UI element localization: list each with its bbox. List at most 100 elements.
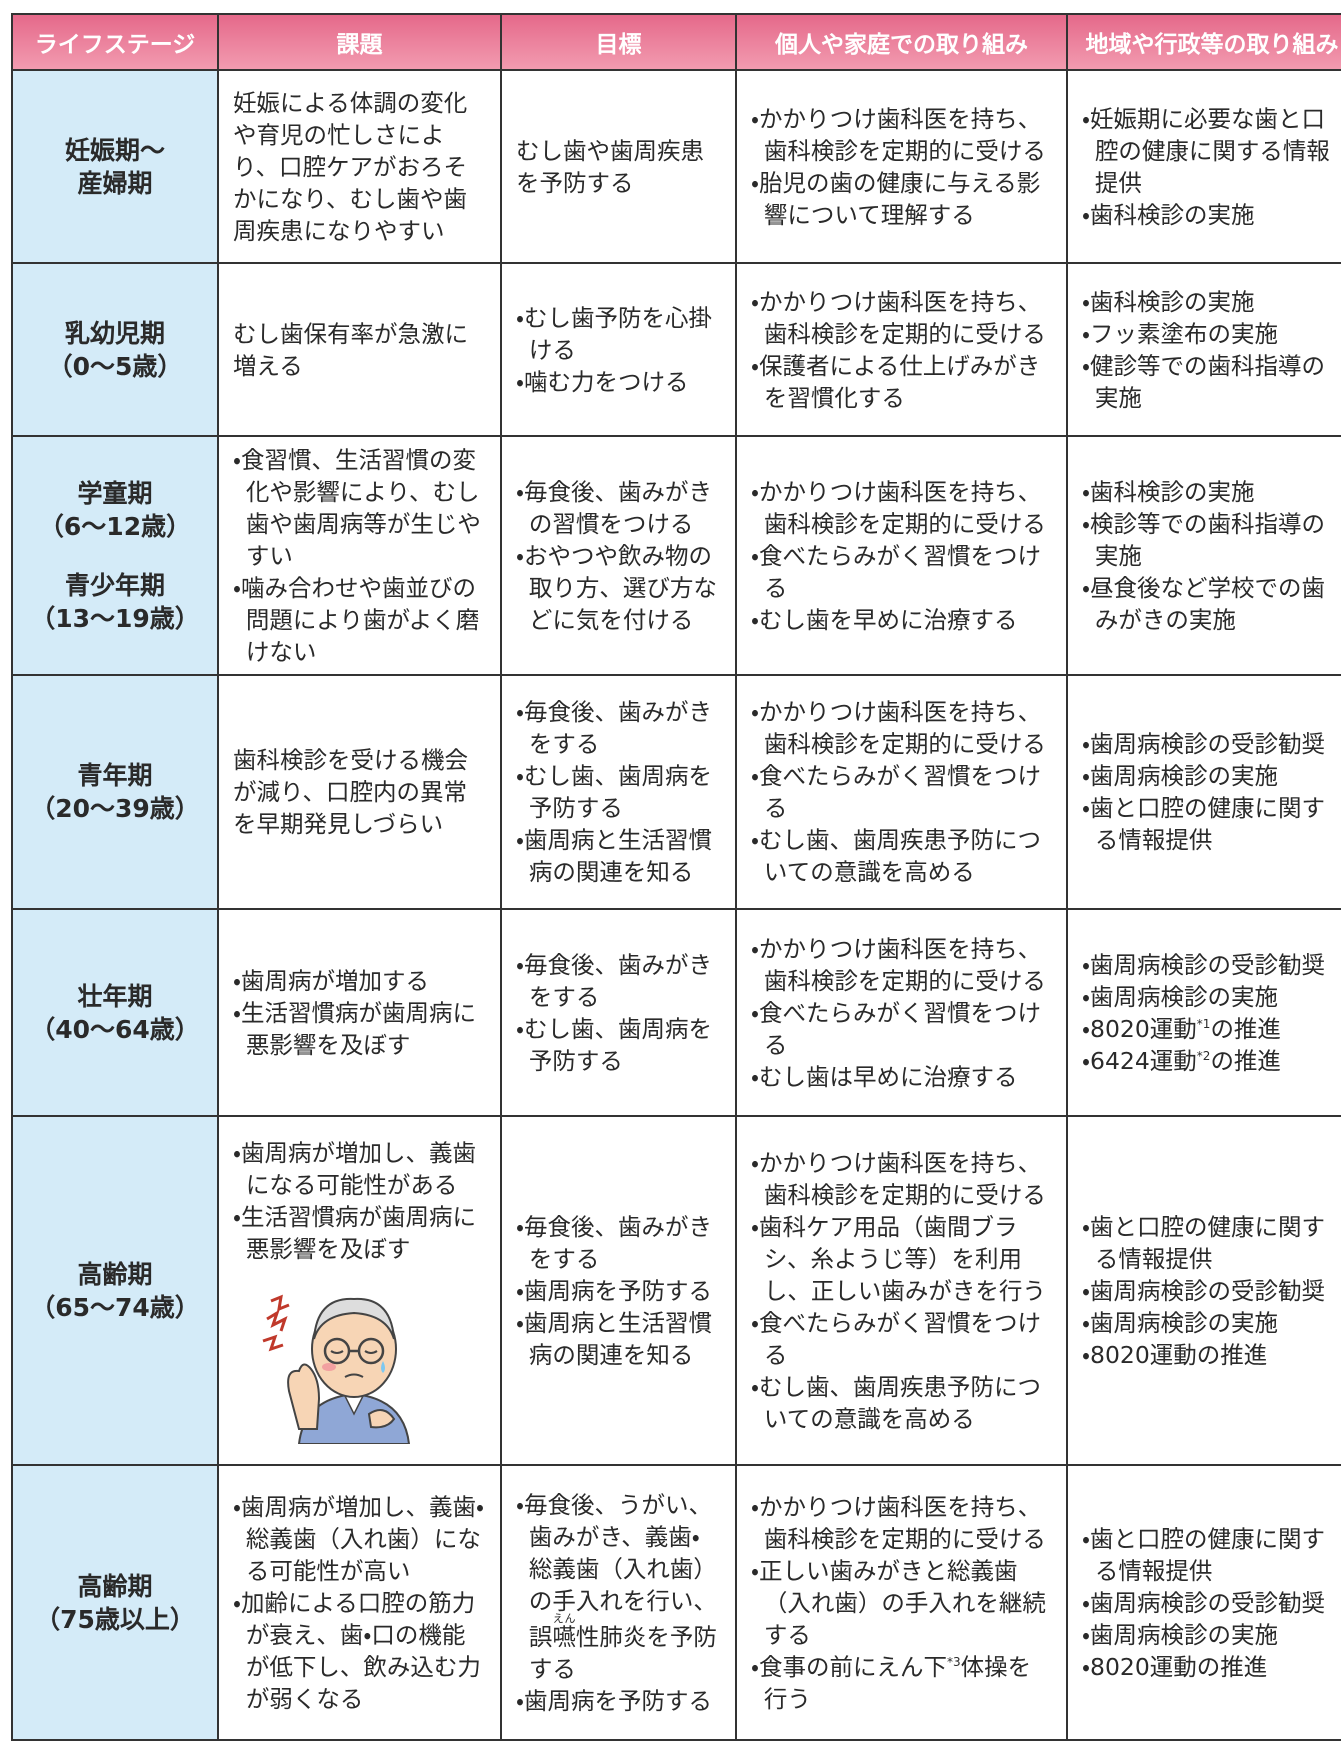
- table-row: 乳幼児期 （0〜5歳） むし歯保有率が急激に増える ・むし歯予防を心掛ける ・噛む力をつ…: [11, 262, 1341, 437]
- list-item: ・むし歯予防を心掛ける: [516, 303, 712, 364]
- stage-line: （0〜5歳）: [47, 351, 183, 381]
- list-item: ・かかりつけ歯科医を持ち、歯科検診を定期的に受ける: [751, 477, 1046, 538]
- list-item: ・歯周病検診の受診勧奨: [1082, 730, 1325, 758]
- list-item: ・生活習慣病が歯周病に悪影響を及ぼす: [233, 1203, 476, 1263]
- list-item: ・保護者による仕上げみがきを習慣化する: [751, 351, 1041, 412]
- list-item: ・かかりつけ歯科医を持ち、歯科検診を定期的に受ける: [751, 287, 1046, 348]
- list-item: ・歯と口腔の健康に関する情報提供: [1082, 794, 1325, 854]
- list-item: ・8020運動*1の推進: [1082, 1013, 1341, 1045]
- list-item: ・むし歯、歯周疾患予防についての意識を高める: [751, 826, 1041, 886]
- personal-cell: ・かかりつけ歯科医を持ち、歯科検診を定期的に受ける ・正しい歯みがきと総義歯（入れ…: [735, 1464, 1068, 1741]
- life-stage-cell: 高齢期 （75歳以上）: [11, 1464, 219, 1741]
- text-segment: 体操を行う: [763, 1652, 1032, 1713]
- text-segment: の推進: [1210, 1046, 1281, 1075]
- list-item: ・むし歯は早めに治療する: [751, 1062, 1018, 1091]
- personal-cell: ・かかりつけ歯科医を持ち、歯科検診を定期的に受ける ・食べたらみがく習慣をつける・…: [735, 435, 1068, 676]
- community-cell: ・歯科検診の実施 ・フッ素塗布の実施・健診等での歯科指導の実施: [1066, 262, 1341, 437]
- list-item: ・歯周病検診の実施: [1082, 1620, 1278, 1649]
- goal-cell: ・毎食後、歯みがきをする ・むし歯、歯周病を予防する ・歯周病と生活習慣病の関連を知…: [500, 674, 737, 910]
- ruby-text: 嚥えん: [552, 1612, 576, 1651]
- stage-line: （6〜12歳）: [38, 511, 192, 541]
- life-stage-cell: 壮年期 （40〜64歳）: [11, 908, 219, 1117]
- stage-line: 学童期: [77, 478, 153, 508]
- list-item: ・食べたらみがく習慣をつける: [751, 1308, 1041, 1369]
- list-item: ・かかりつけ歯科医を持ち、歯科検診を定期的に受ける: [751, 1492, 1046, 1553]
- column-header: ライフステージ: [11, 13, 219, 71]
- list-item: ・生活習慣病が歯周病に悪影響を及ぼす: [233, 998, 476, 1059]
- list-item: ・歯周病と生活習慣病の関連を知る: [516, 1308, 712, 1369]
- stage-line: 青年期: [77, 761, 153, 790]
- list-item: ・歯科検診の実施: [1082, 200, 1255, 229]
- ruby-reading: えん: [552, 1611, 576, 1625]
- list-item: ・食習慣、生活習慣の変化や影響により、むし歯や歯周病等が生じやすい: [233, 445, 481, 570]
- goal-cell: ・毎食後、歯みがきをする ・むし歯、歯周病を予防する: [500, 908, 737, 1117]
- goal-cell: ・むし歯予防を心掛ける・噛む力をつける: [500, 262, 737, 437]
- personal-cell: ・かかりつけ歯科医を持ち、歯科検診を定期的に受ける ・食べたらみがく習慣をつける・…: [735, 674, 1068, 910]
- list-item: ・毎食後、歯みがきをする: [516, 698, 712, 758]
- stage-line: 妊娠期〜: [64, 135, 165, 165]
- list-item: ・毎食後、歯みがきをする: [516, 1212, 712, 1273]
- stage-group: 高齢期 （65〜74歳）: [27, 1258, 203, 1324]
- community-cell: ・歯と口腔の健康に関する情報提供 ・歯周病検診の受診勧奨 ・歯周病検診の実施 ・802…: [1066, 1464, 1341, 1741]
- list-item: むし歯や歯周疾患を予防する: [516, 136, 704, 197]
- column-header: 課題: [217, 13, 502, 71]
- personal-cell: ・かかりつけ歯科医を持ち、歯科検診を定期的に受ける ・歯科ケア用品（歯間ブラシ、糸…: [735, 1115, 1068, 1466]
- table-row: 青年期 （20〜39歳） 歯科検診を受ける機会が減り、口腔内の異常を早期発見しづらい…: [11, 674, 1341, 910]
- list-item: ・むし歯、歯周病を予防する: [516, 1014, 712, 1075]
- list-item: ・歯科検診の実施: [1082, 477, 1255, 506]
- stage-group: 青年期 （20〜39歳）: [27, 759, 203, 825]
- issue-cell: 妊娠による体調の変化や育児の忙しさにより、口腔ケアがおろそかになり、むし歯や歯周…: [217, 69, 502, 264]
- list-item: ・食べたらみがく習慣をつける: [751, 998, 1041, 1059]
- column-header: 地域や行政等の取り組み: [1066, 13, 1341, 71]
- list-item: ・毎食後、うがい、歯みがき、義歯・総義歯（入れ歯）の手入れを行い、誤嚥えん性肺炎…: [516, 1489, 721, 1685]
- table-row: 妊娠期〜 産婦期 妊娠による体調の変化や育児の忙しさにより、口腔ケアがおろそかになり…: [11, 69, 1341, 264]
- list-item: ・歯周病検診の受診勧奨: [1082, 950, 1325, 979]
- personal-cell: ・かかりつけ歯科医を持ち、歯科検診を定期的に受ける ・食べたらみがく習慣をつける・…: [735, 908, 1068, 1117]
- stage-line: 乳幼児期: [64, 318, 165, 348]
- list-item: ・健診等での歯科指導の実施: [1082, 351, 1325, 412]
- table-row: 高齢期 （65〜74歳） ・歯周病が増加し、義歯になる可能性がある ・生活習慣病が歯周…: [11, 1115, 1341, 1466]
- list-item: ・おやつや飲み物の取り方、選び方などに気を付ける: [516, 541, 717, 634]
- list-item: ・かかりつけ歯科医を持ち、歯科検診を定期的に受ける: [751, 698, 1046, 758]
- table-row: 高齢期 （75歳以上） ・歯周病が増加し、義歯・総義歯（入れ歯）になる可能性が高い・…: [11, 1464, 1341, 1741]
- list-item: ・毎食後、歯みがきの習慣をつける: [516, 477, 712, 538]
- list-item: ・歯と口腔の健康に関する情報提供: [1082, 1212, 1325, 1273]
- elderly-man-illustration: [262, 1294, 411, 1444]
- list-item: ・歯科検診の実施: [1082, 287, 1255, 316]
- text-segment: の推進: [1210, 1014, 1281, 1043]
- lifestage-table: ライフステージ 課題 目標 個人や家庭での取り組み 地域や行政等の取り組み 妊娠期〜 産婦…: [11, 13, 1341, 1741]
- text-segment: 性肺炎を予防する: [528, 1622, 717, 1683]
- list-item: ・8020運動の推進: [1082, 1652, 1268, 1681]
- goal-cell: ・毎食後、歯みがきをする・歯周病を予防する・歯周病と生活習慣病の関連を知る: [500, 1115, 737, 1466]
- stage-group: 壮年期 （40〜64歳）: [27, 980, 203, 1046]
- list-item: ・歯周病検診の実施: [1082, 1308, 1278, 1337]
- list-item: ・正しい歯みがきと総義歯（入れ歯）の手入れを継続する: [751, 1556, 1046, 1649]
- stage-line: 産婦期: [77, 168, 153, 198]
- list-item: ・噛む力をつける: [516, 367, 689, 396]
- personal-cell: ・かかりつけ歯科医を持ち、歯科検診を定期的に受ける ・胎児の歯の健康に与える影響に…: [735, 69, 1068, 264]
- stage-group: 高齢期 （75歳以上）: [27, 1570, 203, 1636]
- goal-cell: ・毎食後、歯みがきの習慣をつける ・おやつや飲み物の取り方、選び方などに気を付ける: [500, 435, 737, 676]
- issue-cell: ・歯周病が増加し、義歯になる可能性がある ・生活習慣病が歯周病に悪影響を及ぼす: [217, 1115, 502, 1466]
- list-item: ・歯科ケア用品（歯間ブラシ、糸ようじ等）を利用し、正しい歯みがきを行う: [751, 1212, 1046, 1305]
- stage-group: 妊娠期〜 産婦期: [27, 134, 203, 200]
- stage-line: （20〜39歳）: [30, 794, 200, 823]
- list-item: ・むし歯、歯周疾患予防についての意識を高める: [751, 1372, 1041, 1433]
- list-item: ・歯周病と生活習慣病の関連を知る: [516, 826, 712, 886]
- issue-cell: 歯科検診を受ける機会が減り、口腔内の異常を早期発見しづらい: [217, 674, 502, 910]
- list-item: ・毎食後、歯みがきをする: [516, 950, 712, 1011]
- community-cell: ・歯周病検診の受診勧奨 ・歯周病検診の実施 ・歯と口腔の健康に関する情報提供: [1066, 674, 1341, 910]
- list-item: ・むし歯、歯周病を予防する: [516, 762, 712, 822]
- list-item: ・歯周病を予防する: [516, 1276, 712, 1305]
- issue-cell: ・歯周病が増加し、義歯・総義歯（入れ歯）になる可能性が高い ・加齢による口腔の筋力…: [217, 1464, 502, 1741]
- list-item: ・フッ素塗布の実施: [1082, 319, 1278, 348]
- list-item: ・8020運動の推進: [1082, 1340, 1268, 1369]
- issue-cell: ・歯周病が増加する ・生活習慣病が歯周病に悪影響を及ぼす: [217, 908, 502, 1117]
- life-stage-cell: 学童期 （6〜12歳） 青少年期 （13〜19歳）: [11, 435, 219, 676]
- text-segment: ・6424運動: [1082, 1046, 1197, 1075]
- list-item: 妊娠による体調の変化や育児の忙しさにより、口腔ケアがおろそかになり、むし歯や歯周…: [233, 88, 468, 245]
- list-item: ・検診等での歯科指導の実施: [1082, 509, 1325, 570]
- column-header: 個人や家庭での取り組み: [735, 13, 1068, 71]
- list-item: ・かかりつけ歯科医を持ち、歯科検診を定期的に受ける: [751, 934, 1046, 995]
